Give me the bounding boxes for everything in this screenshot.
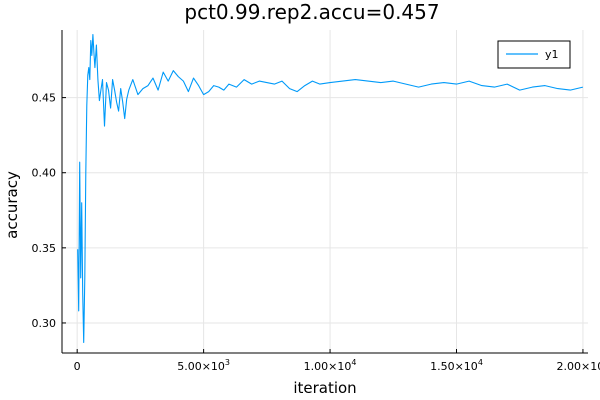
x-tick-label: 2.00×104 — [557, 358, 600, 373]
y-axis-label: accuracy — [3, 171, 21, 239]
x-axis-label: iteration — [293, 379, 356, 397]
x-tick-label: 1.00×104 — [304, 358, 357, 373]
series-layer — [77, 33, 584, 344]
grid — [62, 30, 588, 353]
x-tick-label: 1.50×104 — [430, 358, 483, 373]
y-tick-label: 0.40 — [32, 167, 57, 180]
chart-title: pct0.99.rep2.accu=0.457 — [184, 0, 439, 24]
y-tick-label: 0.30 — [32, 317, 57, 330]
y-tick-label: 0.35 — [32, 242, 57, 255]
y-tick-label: 0.45 — [32, 92, 57, 105]
series-line-y1 — [77, 33, 584, 344]
x-tick-label: 0 — [74, 360, 81, 373]
tick-labels: 0 5.00×103 1.00×104 1.50×104 2.00×104 0.30 0.3… — [32, 92, 600, 373]
legend: y1 — [497, 40, 571, 69]
axes — [61, 30, 588, 354]
x-tick-label: 5.00×103 — [177, 358, 230, 373]
legend-entry-y1: y1 — [545, 48, 559, 61]
